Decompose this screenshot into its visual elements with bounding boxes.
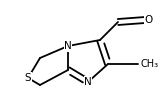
Text: N: N — [84, 77, 92, 87]
Text: O: O — [145, 15, 153, 25]
Text: S: S — [25, 73, 31, 83]
Text: N: N — [64, 41, 72, 51]
Text: CH₃: CH₃ — [141, 59, 159, 69]
